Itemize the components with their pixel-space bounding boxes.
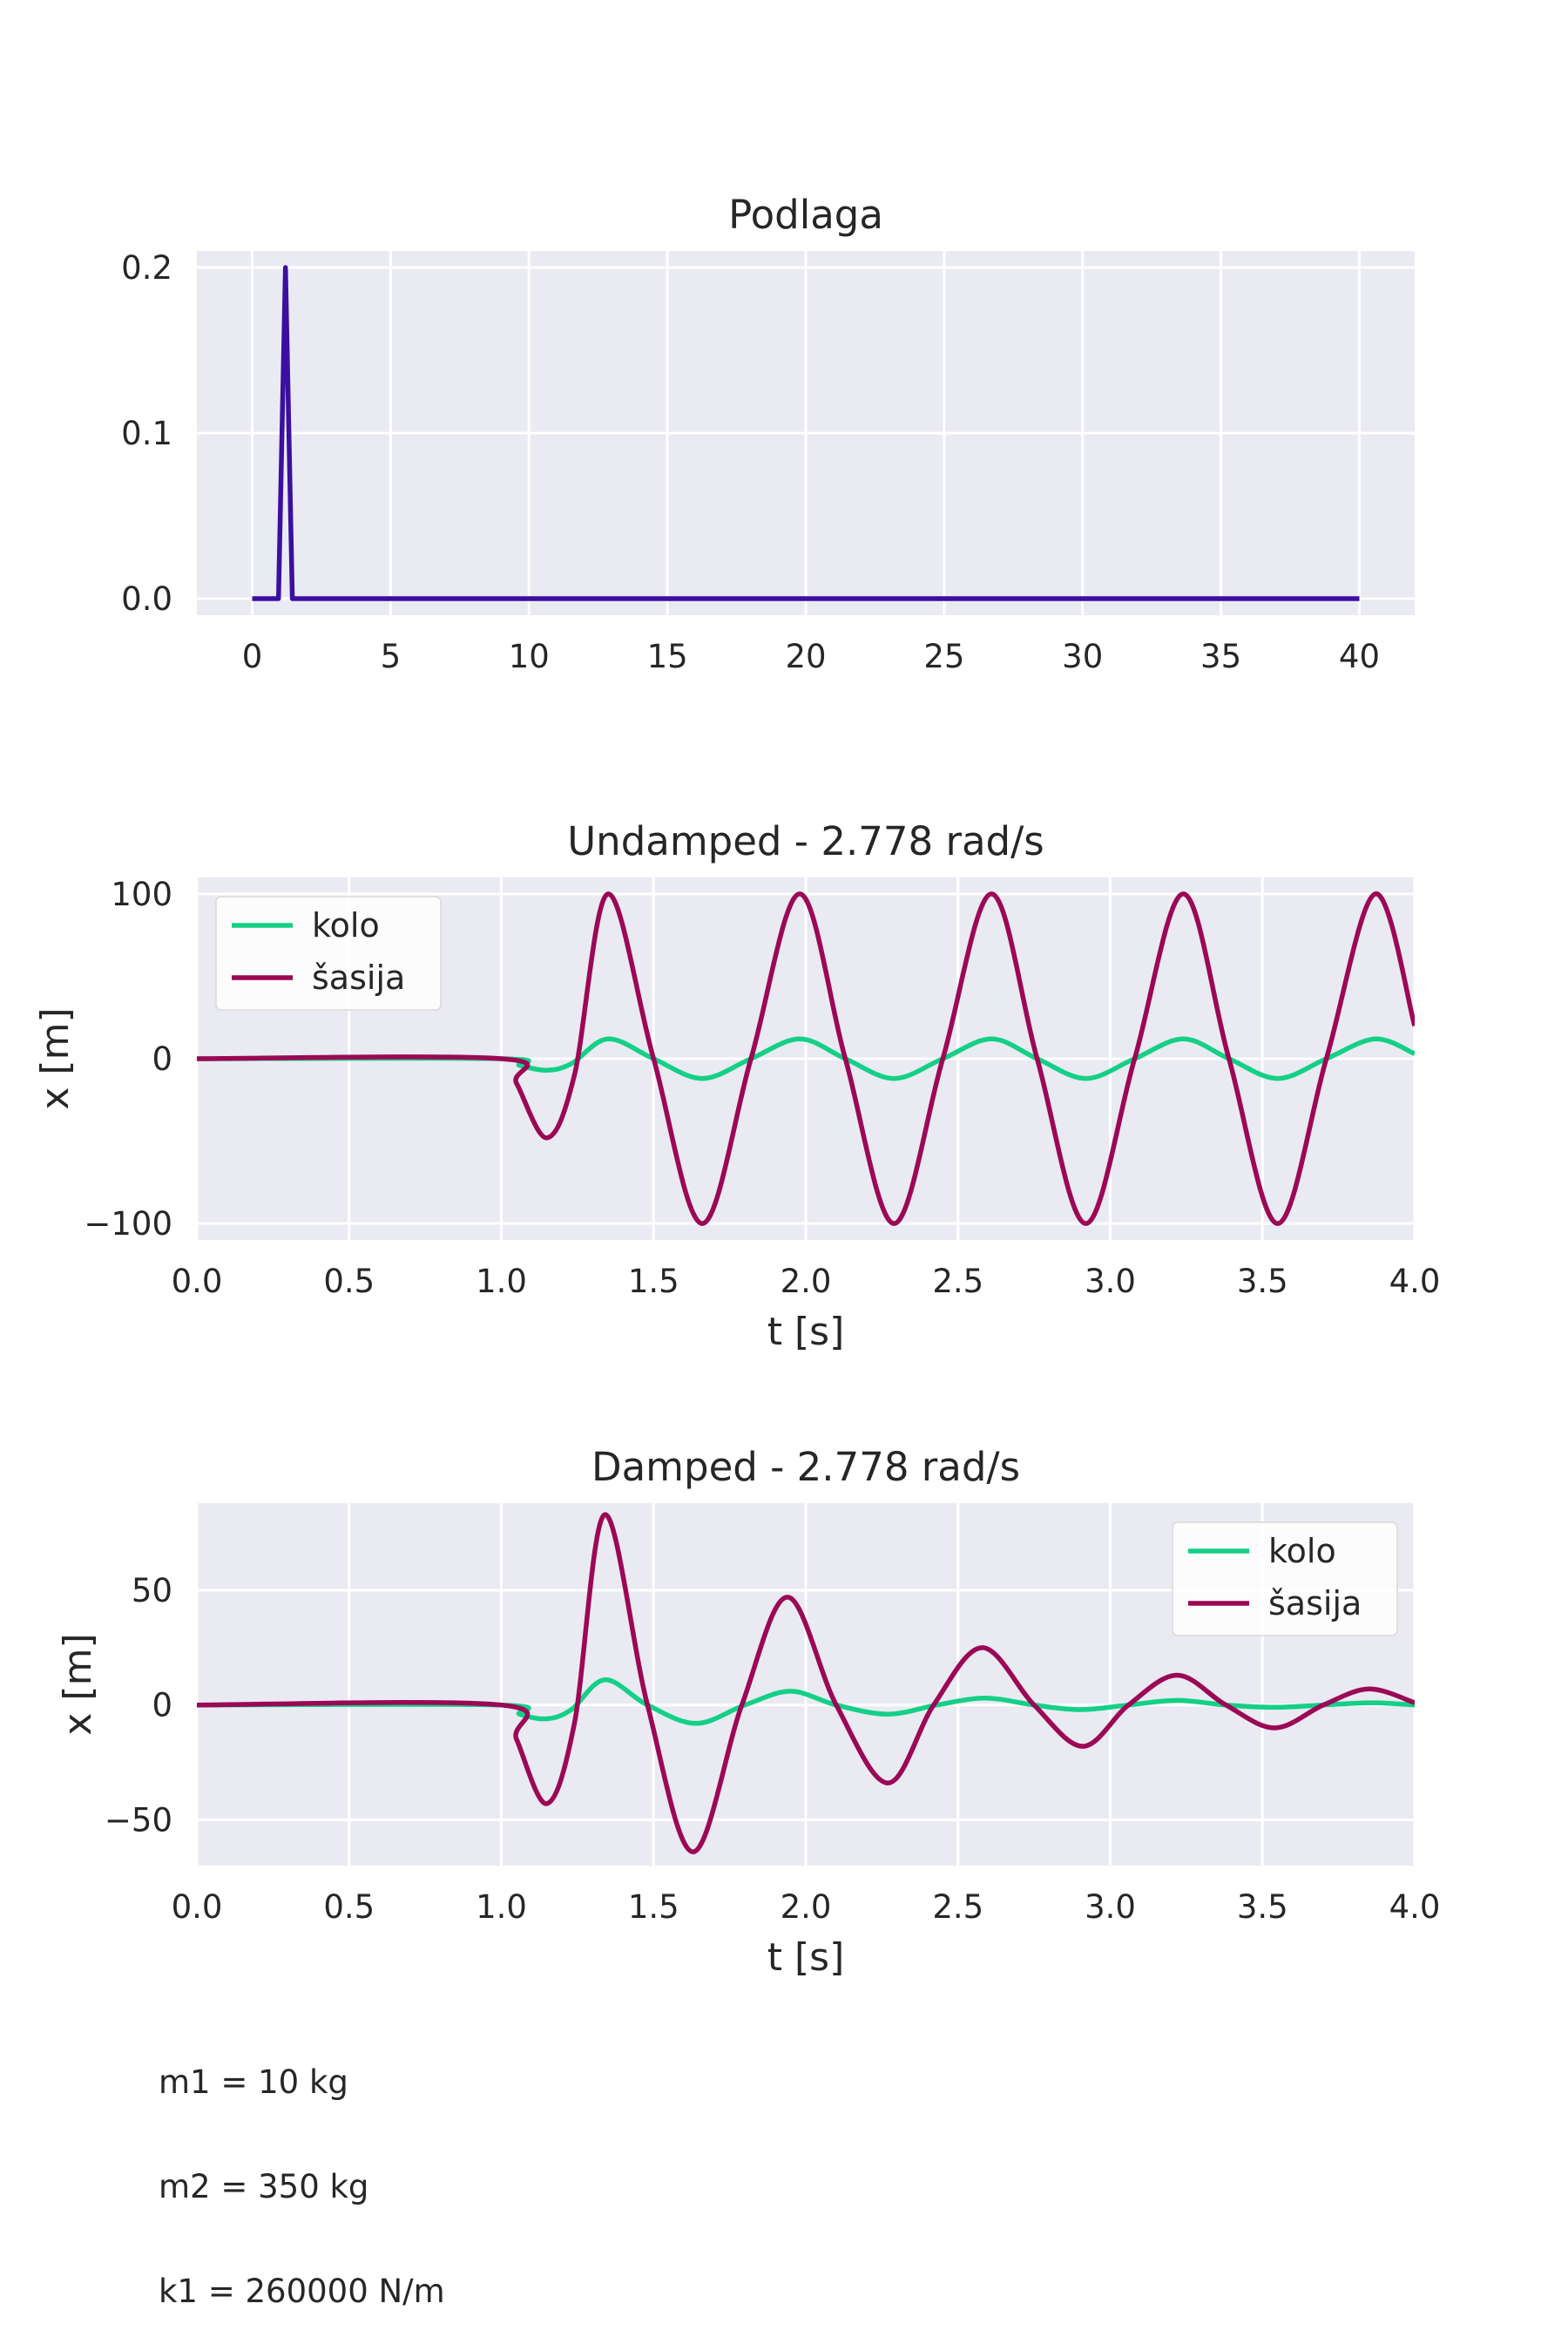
- legend-label: šasija: [312, 959, 405, 997]
- parameter-list: m1 = 10 kg m2 = 350 kg k1 = 260000 N/m: [159, 1995, 445, 2344]
- x-tick-label: 4.0: [1389, 1888, 1441, 1926]
- y-tick-label: 0: [152, 1687, 172, 1724]
- series-line-asija: [197, 891, 1415, 1226]
- x-tick-label: 40: [1339, 638, 1380, 675]
- x-tick-label: 2.5: [932, 1888, 983, 1926]
- x-tick-label: 1.5: [628, 1888, 679, 1926]
- chart-3: 0.0 0.5 1.0 1.5 2.0 2.5 3.0 3.5 4.0 −50 0 50 Damped …: [56, 1444, 1440, 1980]
- x-tick-label: 10: [509, 638, 550, 675]
- series-line-s0: [252, 265, 1360, 601]
- y-axis-label: x [m]: [56, 1633, 100, 1735]
- chart-title: Damped - 2.778 rad/s: [591, 1444, 1020, 1490]
- x-tick-label: 0.5: [323, 1263, 375, 1300]
- legend-label: kolo: [312, 906, 380, 945]
- x-tick-label: 15: [647, 638, 688, 675]
- x-tick-label: 1.5: [628, 1263, 679, 1300]
- x-tick-label: 0.0: [172, 1888, 223, 1926]
- legend: kolo šasija: [215, 896, 442, 1011]
- series-line-asija: [197, 1512, 1415, 1854]
- x-tick-label: 35: [1200, 638, 1241, 675]
- x-tick-label: 0.0: [172, 1263, 223, 1300]
- parameter-m2: m2 = 350 kg: [159, 2168, 369, 2205]
- x-tick-label: 30: [1062, 638, 1103, 675]
- chart-2: 0.0 0.5 1.0 1.5 2.0 2.5 3.0 3.5 4.0 −100 0 100 Undam…: [33, 818, 1440, 1354]
- parameter-m1: m1 = 10 kg: [159, 2063, 348, 2101]
- x-tick-label: 3.0: [1085, 1888, 1136, 1926]
- x-tick-label: 0.5: [323, 1888, 375, 1926]
- y-axis-label: x [m]: [33, 1007, 78, 1109]
- chart-1: 0 5 10 15 20 25 30 35 40 0.0 0.1 0.2 Podlaga: [121, 192, 1415, 675]
- x-tick-label: 2.5: [932, 1263, 983, 1300]
- chart-title: Podlaga: [728, 192, 883, 238]
- x-tick-label: 1.0: [476, 1263, 527, 1300]
- legend: kolo šasija: [1172, 1521, 1398, 1636]
- x-tick-label: 4.0: [1389, 1263, 1441, 1300]
- x-axis-label: t [s]: [767, 1935, 845, 1980]
- x-tick-label: 20: [785, 638, 826, 675]
- x-tick-label: 3.5: [1237, 1263, 1288, 1300]
- x-axis-label: t [s]: [767, 1310, 845, 1354]
- y-tick-label: 0: [152, 1040, 172, 1078]
- chart-title: Undamped - 2.778 rad/s: [567, 818, 1044, 864]
- x-tick-label: 3.5: [1237, 1888, 1288, 1926]
- x-tick-label: 0: [242, 638, 263, 675]
- x-tick-label: 1.0: [476, 1888, 527, 1926]
- x-tick-label: 3.0: [1085, 1263, 1136, 1300]
- y-tick-label: 0.1: [121, 415, 172, 452]
- y-tick-label: 0.2: [121, 249, 172, 287]
- parameter-k1: k1 = 260000 N/m: [159, 2273, 445, 2310]
- y-tick-label: 0.0: [121, 580, 172, 618]
- figure-canvas: 0 5 10 15 20 25 30 35 40 0.0 0.1 0.2 Podlaga 0.0 0.5 1.…: [33, 192, 1440, 1980]
- y-tick-label: 100: [111, 876, 172, 913]
- x-tick-label: 25: [923, 638, 964, 675]
- y-tick-label: −100: [84, 1205, 172, 1243]
- x-tick-label: 5: [381, 638, 402, 675]
- x-tick-label: 2.0: [781, 1263, 832, 1300]
- legend-label: kolo: [1268, 1532, 1336, 1570]
- y-tick-label: 50: [132, 1572, 172, 1609]
- y-tick-label: −50: [105, 1801, 172, 1839]
- legend-label: šasija: [1268, 1584, 1362, 1623]
- x-tick-label: 2.0: [781, 1888, 832, 1926]
